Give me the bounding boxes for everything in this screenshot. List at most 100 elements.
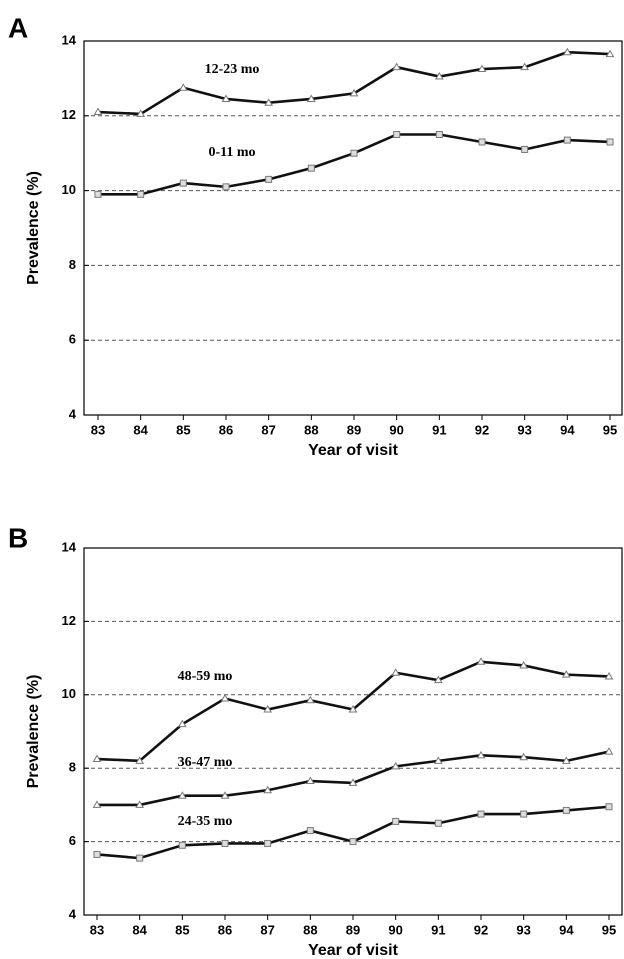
x-tick-label: 91 bbox=[432, 422, 446, 437]
point-marker bbox=[348, 778, 358, 786]
point-marker bbox=[220, 791, 230, 799]
y-tick-label: 6 bbox=[69, 833, 76, 848]
point-marker bbox=[606, 138, 614, 146]
point-marker bbox=[92, 800, 102, 808]
point-marker bbox=[433, 675, 443, 684]
plot-frame bbox=[83, 40, 623, 416]
point-marker bbox=[305, 695, 315, 704]
point-marker bbox=[221, 94, 231, 102]
x-tick-label: 94 bbox=[559, 922, 574, 937]
point-marker bbox=[135, 800, 145, 808]
x-tick-label: 89 bbox=[347, 422, 361, 437]
x-tick-label: 95 bbox=[602, 922, 616, 937]
point-marker bbox=[605, 803, 613, 811]
point-marker bbox=[392, 62, 402, 71]
y-tick-label: 6 bbox=[69, 332, 76, 347]
x-tick-label: 84 bbox=[133, 422, 148, 437]
point-marker bbox=[392, 817, 400, 825]
x-tick-label: 88 bbox=[304, 422, 318, 437]
point-marker bbox=[520, 810, 528, 818]
x-tick-label: 94 bbox=[560, 422, 575, 437]
point-marker bbox=[178, 83, 188, 91]
x-tick-label: 83 bbox=[90, 922, 104, 937]
x-tick-label: 83 bbox=[91, 422, 105, 437]
point-marker bbox=[177, 719, 187, 728]
point-marker bbox=[136, 109, 146, 117]
y-axis-label: Prevalence (%) bbox=[25, 675, 42, 789]
point-marker bbox=[306, 94, 316, 102]
x-tick-label: 87 bbox=[260, 922, 274, 937]
series-label: 48-59 mo bbox=[178, 669, 233, 684]
x-tick-label: 93 bbox=[516, 922, 530, 937]
point-marker bbox=[562, 806, 570, 814]
point-marker bbox=[477, 810, 485, 818]
series-label: 36-47 mo bbox=[178, 755, 233, 770]
point-marker bbox=[349, 88, 359, 97]
series-label: 0-11 mo bbox=[208, 145, 255, 160]
x-axis-label: Year of visit bbox=[308, 942, 398, 959]
point-marker bbox=[221, 839, 229, 847]
point-marker bbox=[306, 827, 314, 835]
y-tick-label: 4 bbox=[69, 906, 77, 921]
point-marker bbox=[434, 72, 444, 80]
point-marker bbox=[264, 839, 272, 847]
x-tick-label: 90 bbox=[389, 422, 403, 437]
point-marker bbox=[94, 190, 102, 198]
y-tick-label: 14 bbox=[62, 32, 77, 47]
y-axis-label: Prevalence (%) bbox=[25, 171, 42, 285]
point-marker bbox=[476, 750, 486, 759]
point-marker bbox=[135, 756, 145, 764]
x-tick-label: 95 bbox=[603, 422, 617, 437]
point-marker bbox=[263, 704, 273, 713]
point-marker bbox=[177, 791, 187, 799]
x-tick-label: 84 bbox=[132, 922, 147, 937]
point-marker bbox=[92, 754, 102, 763]
x-tick-label: 85 bbox=[175, 922, 189, 937]
point-marker bbox=[348, 704, 358, 713]
point-marker bbox=[521, 145, 529, 153]
point-marker bbox=[349, 838, 357, 846]
point-marker bbox=[433, 756, 443, 764]
point-marker bbox=[478, 138, 486, 146]
point-marker bbox=[137, 190, 145, 198]
point-marker bbox=[561, 670, 571, 678]
point-marker bbox=[604, 671, 614, 680]
point-marker bbox=[350, 149, 358, 157]
point-marker bbox=[220, 693, 230, 702]
y-tick-label: 10 bbox=[62, 182, 76, 197]
series-label: 24-35 mo bbox=[178, 814, 233, 829]
series-line bbox=[98, 133, 611, 196]
point-marker bbox=[519, 660, 529, 669]
point-marker bbox=[179, 179, 187, 187]
series-line bbox=[96, 805, 610, 860]
point-marker bbox=[264, 98, 274, 106]
point-marker bbox=[605, 49, 615, 58]
point-marker bbox=[393, 131, 401, 138]
y-tick-label: 12 bbox=[62, 613, 76, 628]
point-marker bbox=[178, 841, 186, 849]
x-tick-label: 86 bbox=[219, 422, 233, 437]
y-tick-label: 10 bbox=[62, 686, 76, 701]
y-tick-label: 12 bbox=[62, 107, 76, 122]
point-marker bbox=[265, 175, 273, 183]
x-tick-label: 88 bbox=[303, 922, 317, 937]
x-axis-label: Year of visit bbox=[308, 442, 398, 459]
y-tick-label: 14 bbox=[62, 539, 77, 554]
panel-label: B bbox=[8, 522, 28, 553]
point-marker bbox=[222, 183, 230, 191]
panel-label: A bbox=[8, 12, 28, 43]
point-marker bbox=[563, 136, 571, 144]
x-tick-label: 92 bbox=[474, 922, 488, 937]
point-marker bbox=[136, 854, 144, 862]
point-marker bbox=[263, 785, 273, 794]
point-marker bbox=[434, 819, 442, 827]
point-marker bbox=[477, 64, 487, 73]
series-line bbox=[97, 750, 610, 807]
y-tick-label: 8 bbox=[69, 257, 76, 272]
point-marker bbox=[520, 62, 530, 71]
plot-frame bbox=[83, 547, 623, 916]
point-marker bbox=[561, 756, 571, 764]
series-line bbox=[97, 50, 611, 116]
point-marker bbox=[562, 47, 572, 56]
